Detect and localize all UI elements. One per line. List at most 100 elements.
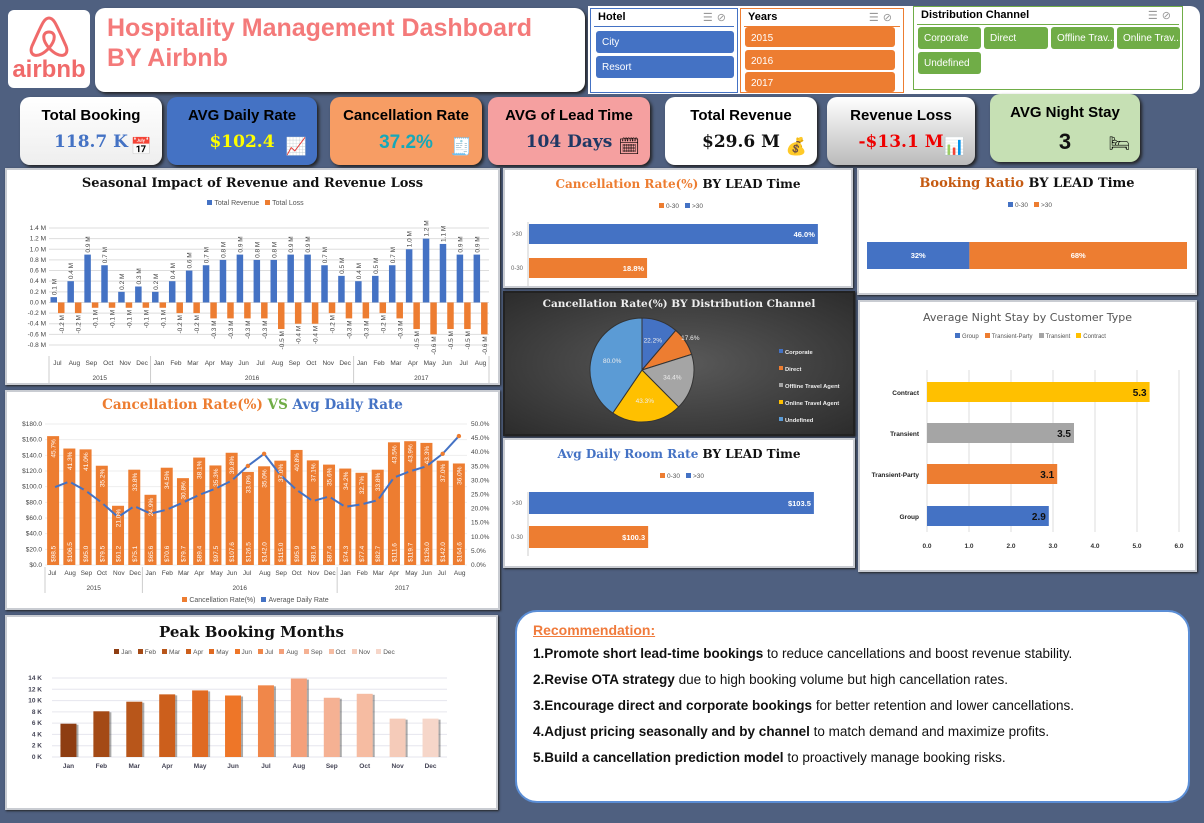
kpi-value: 104 Days — [525, 132, 613, 152]
legend-label: Apr — [193, 649, 204, 656]
legend-swatch — [137, 649, 143, 654]
multi-select-icon[interactable]: ☰⊘ — [702, 12, 730, 24]
adr-point — [115, 514, 121, 520]
legend-swatch — [161, 649, 167, 654]
revenue-data-label: 0.8 M — [271, 242, 278, 258]
legend-label: Cancellation Rate(%) — [189, 597, 256, 604]
chart-legend: 0-30 >30 — [505, 203, 851, 210]
title-part: VS — [267, 397, 293, 413]
revenue-data-label: 0.4 M — [356, 263, 363, 279]
adr-point — [164, 507, 169, 512]
slicer-item-2016[interactable]: 2016 — [745, 50, 895, 70]
slice-label: 34.4% — [663, 374, 682, 381]
loss-bar — [447, 302, 454, 330]
month-bar — [389, 718, 406, 757]
right-axis-label: 40.0% — [471, 449, 490, 456]
loss-bar — [108, 302, 116, 308]
adr-data-label: $142.0 — [440, 542, 447, 562]
kpi-value: 118.7 K — [54, 132, 128, 152]
revenue-data-label: 0.7 M — [102, 247, 109, 263]
cancellation-data-label: 33.0% — [245, 475, 252, 494]
x-tick-label: Nov — [391, 763, 404, 770]
adr-data-label: $95.9 — [294, 545, 301, 562]
x-tick-label: Mar — [178, 570, 190, 577]
month-bar — [356, 693, 373, 757]
hotel-slicer-title: Hotel — [598, 11, 626, 23]
y-tick-label: 0 K — [32, 754, 42, 761]
adr-point — [310, 498, 316, 504]
adr-point — [391, 475, 397, 480]
loss-data-label: -0.6 M — [431, 336, 438, 354]
revenue-data-label: 0.4 M — [170, 263, 177, 279]
left-axis-label: $120.0 — [22, 468, 42, 475]
legend-swatch — [209, 649, 215, 654]
multi-select-icon[interactable]: ☰⊘ — [868, 12, 896, 24]
revenue-data-label: 0.5 M — [373, 258, 380, 274]
slicer-item-city[interactable]: City — [596, 31, 734, 53]
adr-point — [83, 488, 88, 493]
chart-legend: Cancellation Rate(%) Average Daily Rate — [7, 597, 498, 604]
loss-bar — [328, 302, 336, 314]
loss-data-label: -0.1 M — [126, 310, 133, 328]
chart-canvas: -0.8 M -0.6 M -0.4 M -0.2 M 0.0 M 0.2 M 0.4 M 0… — [28, 220, 490, 383]
revenue-bar — [84, 254, 91, 303]
years-slicer-title: Years — [748, 11, 778, 23]
cancellation-data-label: 33.8% — [132, 472, 139, 491]
cancellation-bar — [306, 460, 319, 565]
cancellation-bar — [47, 436, 60, 565]
month-bar — [257, 685, 274, 757]
item-bold: 1.Promote short lead-time bookings — [533, 646, 764, 661]
revenue-bar — [101, 265, 108, 303]
y-tick-label: -0.2 M — [28, 310, 46, 317]
cancellation-bar — [112, 505, 125, 565]
slicer-item-2015[interactable]: 2015 — [745, 27, 895, 47]
recommendation-box: Recommendation: 1.Promote short lead-tim… — [515, 610, 1190, 803]
lead-bar — [529, 526, 649, 548]
x-tick-label: Nov — [113, 570, 125, 577]
slicer-item-offline-travel[interactable]: Offline Trav... — [1051, 27, 1114, 49]
x-tick-label: Jun — [238, 360, 249, 367]
x-tick-label: Mar — [390, 360, 402, 367]
logo-text: airbnb — [12, 56, 86, 83]
x-tick-label: 1.0 — [964, 543, 973, 550]
loss-bar — [345, 302, 353, 319]
customer-bar — [927, 464, 1058, 484]
chart-title: Cancellation Rate(%) BY LEAD Time — [505, 177, 851, 191]
legend-label: Total Loss — [272, 200, 304, 207]
kpi-label: AVG of Lead Time — [505, 107, 633, 124]
kpi-value: $29.6 M — [702, 132, 780, 152]
chart-title: Seasonal Impact of Revenue and Revenue L… — [81, 176, 424, 191]
adr-line — [52, 435, 460, 519]
adr-point — [99, 500, 105, 505]
month-bar — [225, 695, 242, 757]
legend-label: Corporate — [785, 350, 813, 356]
revenue-data-label: 0.9 M — [305, 236, 312, 252]
cancellation-bar — [339, 468, 352, 565]
slicer-item-corporate[interactable]: Corporate — [918, 27, 981, 49]
title-part: Cancellation Rate(%) — [555, 177, 703, 191]
title-part: Booking Ratio — [919, 176, 1029, 191]
slicer-item-resort[interactable]: Resort — [596, 56, 734, 78]
slicer-item-2017[interactable]: 2017 — [745, 72, 895, 92]
x-tick-label: Feb — [170, 360, 182, 367]
loss-bar — [413, 302, 420, 330]
multi-select-icon[interactable]: ☰⊘ — [1147, 10, 1175, 22]
left-axis-label: $20.0 — [26, 546, 43, 553]
legend-label: Mar — [168, 649, 181, 656]
ratio-segment — [969, 242, 1187, 269]
loss-bar — [227, 302, 234, 319]
legend-label: Jul — [265, 649, 274, 656]
slicer-item-undefined[interactable]: Undefined — [918, 52, 981, 74]
lead-bar — [529, 224, 818, 244]
slice-label: 80.0% — [603, 358, 622, 365]
x-tick-label: 5.0 — [1132, 543, 1141, 550]
category-label: 0-30 — [511, 535, 524, 541]
adr-point — [375, 498, 380, 503]
x-tick-label: Jan — [146, 570, 157, 577]
slicer-item-online-travel[interactable]: Online Trav... — [1117, 27, 1180, 49]
slicer-item-direct[interactable]: Direct — [984, 27, 1048, 49]
adr-point — [326, 494, 332, 499]
revenue-data-label: 0.1 M — [51, 279, 58, 295]
category-label: Transient-Party — [872, 472, 920, 479]
loss-data-label: -0.2 M — [76, 315, 83, 333]
